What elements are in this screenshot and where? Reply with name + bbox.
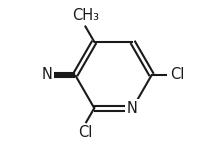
Text: Cl: Cl bbox=[78, 125, 93, 140]
Text: N: N bbox=[127, 101, 138, 116]
Text: Cl: Cl bbox=[170, 68, 184, 82]
Text: N: N bbox=[42, 68, 53, 82]
Text: CH₃: CH₃ bbox=[72, 8, 99, 23]
